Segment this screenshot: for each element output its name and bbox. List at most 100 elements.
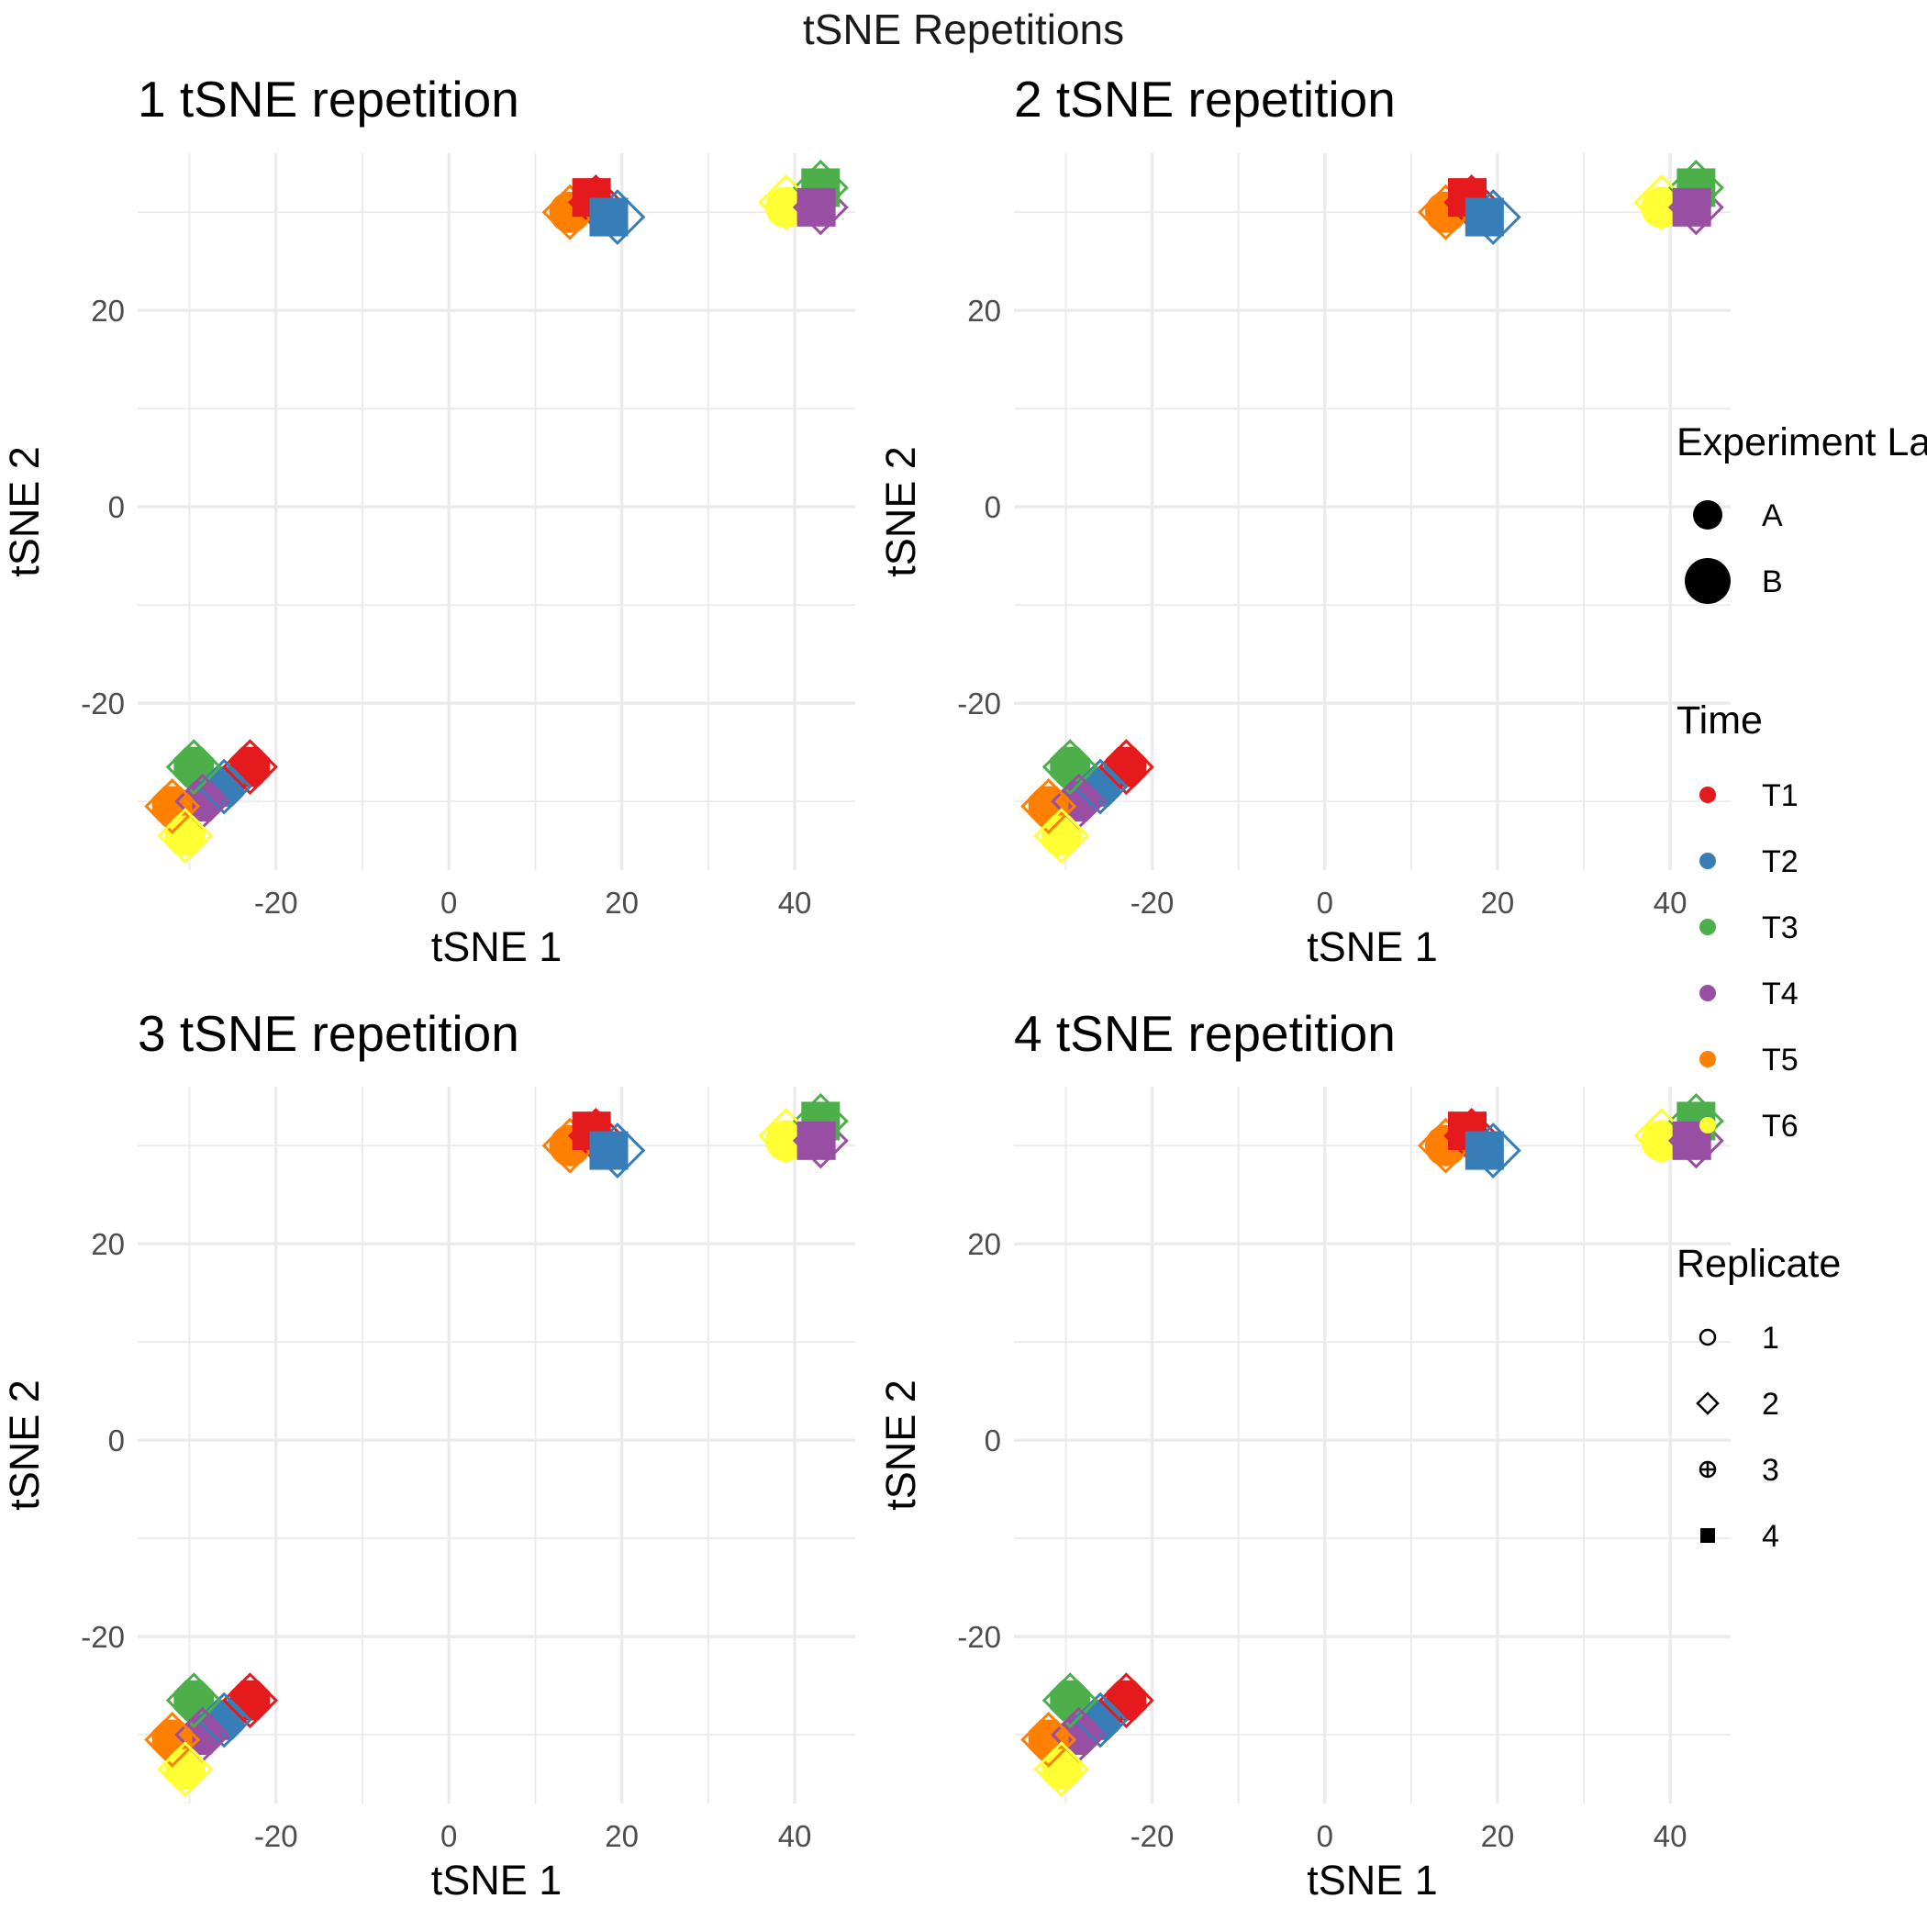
data-point xyxy=(165,739,222,796)
y-tick-label: 0 xyxy=(108,1424,125,1457)
legend-key-experiment xyxy=(1685,558,1731,604)
y-axis-title: tSNE 2 xyxy=(877,1379,924,1511)
x-tick-label: -20 xyxy=(254,1819,298,1853)
x-tick-label: 40 xyxy=(1654,886,1688,920)
legend-key-replicate xyxy=(1700,1528,1715,1543)
data-point xyxy=(589,1131,629,1170)
y-axis-title: tSNE 2 xyxy=(877,446,924,577)
legend-title-time: Time xyxy=(1676,698,1763,743)
data-points xyxy=(144,1092,849,1798)
legend-label-replicate: 1 xyxy=(1762,1321,1779,1356)
y-tick-label: 0 xyxy=(108,490,125,524)
x-tick-label: -20 xyxy=(1131,1819,1175,1853)
panel-title: 1 tSNE repetition xyxy=(138,71,519,128)
legend-title-experiment: Experiment La xyxy=(1676,420,1927,464)
data-point xyxy=(1097,1672,1154,1729)
grid xyxy=(138,153,855,870)
legend-title-replicate: Replicate xyxy=(1676,1242,1841,1286)
y-axis-title: tSNE 2 xyxy=(1,1379,48,1511)
x-tick-label: 20 xyxy=(1481,886,1515,920)
data-point xyxy=(1033,808,1090,865)
legend-key-time xyxy=(1699,787,1716,803)
data-point xyxy=(1097,739,1154,796)
data-point xyxy=(1465,1131,1504,1170)
x-tick-label: 40 xyxy=(1654,1819,1688,1853)
data-points xyxy=(1020,1092,1724,1798)
x-axis-title: tSNE 1 xyxy=(431,923,563,970)
legend-key-time xyxy=(1699,985,1716,1001)
y-tick-label: 20 xyxy=(967,1227,1001,1261)
panel-1: -20 0 20 40 -20 0 20 1 tSNE repetition tSNE 1 tSN… xyxy=(1,71,855,970)
legend-label-replicate: 3 xyxy=(1762,1453,1779,1488)
x-axis-title: tSNE 1 xyxy=(1307,923,1438,970)
legend-label-time: T3 xyxy=(1762,910,1799,945)
y-tick-label: 0 xyxy=(985,1424,1001,1457)
legend-key-replicate xyxy=(1696,1391,1720,1415)
legend-label-time: T6 xyxy=(1762,1109,1799,1144)
x-tick-label: 0 xyxy=(440,1819,457,1853)
y-tick-label: -20 xyxy=(81,1620,125,1654)
legend-label-time: T2 xyxy=(1762,844,1799,879)
x-tick-label: 0 xyxy=(440,886,457,920)
y-tick-label: 20 xyxy=(91,294,125,328)
x-tick-label: -20 xyxy=(1131,886,1175,920)
data-point xyxy=(144,1711,201,1768)
data-point xyxy=(1041,739,1098,796)
x-tick-label: 20 xyxy=(605,1819,639,1853)
x-axis-title: tSNE 1 xyxy=(1307,1857,1438,1904)
data-point xyxy=(165,1672,222,1729)
data-point xyxy=(144,777,201,834)
legend-key-replicate xyxy=(1699,1328,1717,1346)
legend-key-time xyxy=(1699,853,1716,869)
data-point xyxy=(1020,777,1077,834)
y-tick-label: 20 xyxy=(967,294,1001,328)
x-tick-label: 0 xyxy=(1317,886,1333,920)
legend-label-time: T4 xyxy=(1762,977,1799,1011)
legend-label-replicate: 2 xyxy=(1762,1387,1779,1422)
legend-key-time xyxy=(1699,1117,1716,1134)
data-point xyxy=(1672,187,1711,227)
data-point xyxy=(222,1672,278,1729)
data-point xyxy=(796,1121,836,1160)
data-point xyxy=(222,739,278,796)
x-tick-label: 20 xyxy=(1481,1819,1515,1853)
x-tick-label: 20 xyxy=(605,886,639,920)
legend-label-experiment: A xyxy=(1762,498,1783,533)
legend-key-experiment xyxy=(1693,500,1722,530)
x-tick-label: -20 xyxy=(254,886,298,920)
legend-label-replicate: 4 xyxy=(1762,1519,1779,1554)
panel-3: -20 0 20 40 -20 0 20 3 tSNE repetition tSNE 1 tSN… xyxy=(1,1005,855,1904)
panel-title: 3 tSNE repetition xyxy=(138,1005,519,1062)
y-tick-label: 0 xyxy=(985,490,1001,524)
panel-title: 2 tSNE repetition xyxy=(1014,71,1396,128)
data-points xyxy=(1020,159,1724,865)
data-point xyxy=(796,187,836,227)
data-point xyxy=(589,197,629,237)
data-point xyxy=(157,1741,214,1798)
y-tick-label: -20 xyxy=(957,1620,1001,1654)
data-point xyxy=(1041,1672,1098,1729)
legend-label-time: T5 xyxy=(1762,1043,1799,1078)
figure-title: tSNE Repetitions xyxy=(803,6,1124,53)
y-tick-label: -20 xyxy=(957,687,1001,720)
legend-key-replicate xyxy=(1699,1460,1717,1479)
grid xyxy=(1014,153,1731,870)
y-tick-label: 20 xyxy=(91,1227,125,1261)
data-point xyxy=(157,808,214,865)
panels: -20 0 20 40 -20 0 20 1 tSNE repetition tSNE 1 tSN… xyxy=(1,71,1731,1904)
data-point xyxy=(1465,197,1504,237)
grid xyxy=(138,1087,855,1804)
data-points xyxy=(144,159,849,865)
panel-2: -20 0 20 40 -20 0 20 2 tSNE repetition tSNE 1 tSN… xyxy=(877,71,1731,970)
panel-title: 4 tSNE repetition xyxy=(1014,1005,1396,1062)
panel-4: -20 0 20 40 -20 0 20 4 tSNE repetition tSNE 1 tSN… xyxy=(877,1005,1731,1904)
legend-label-experiment: B xyxy=(1762,564,1783,599)
data-point xyxy=(1020,1711,1077,1768)
legend-label-time: T1 xyxy=(1762,778,1799,813)
legend-key-time xyxy=(1699,919,1716,935)
data-point xyxy=(1033,1741,1090,1798)
x-tick-label: 0 xyxy=(1317,1819,1333,1853)
